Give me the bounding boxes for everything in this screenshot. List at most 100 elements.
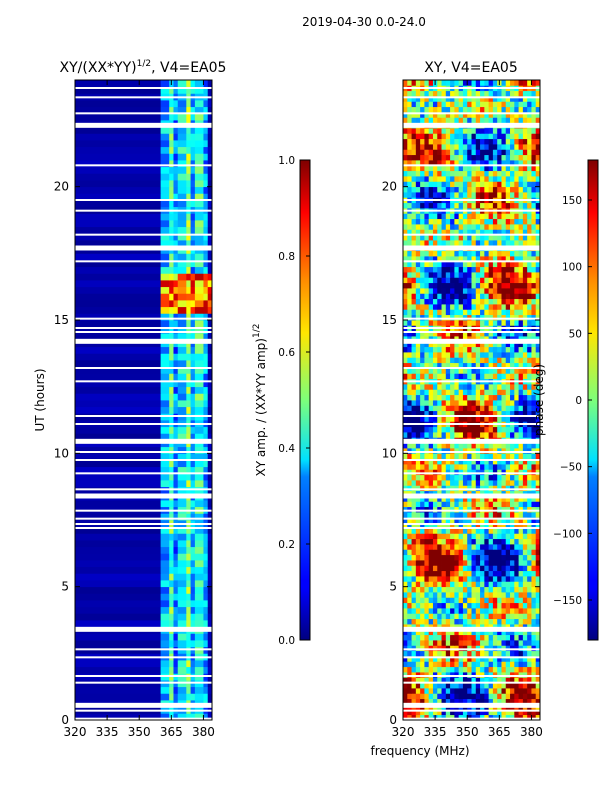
- amp-heatmap-cell: [190, 693, 196, 701]
- phase-heatmap-cell: [484, 224, 490, 230]
- phase-heatmap-cell: [445, 565, 451, 572]
- phase-heatmap-cell: [535, 469, 541, 476]
- phase-heatmap-cell: [488, 106, 494, 113]
- phase-heatmap-cell: [458, 149, 464, 156]
- phase-heatmap-cell: [535, 517, 541, 524]
- phase-heatmap-cell: [518, 608, 524, 614]
- phase-heatmap-cell: [458, 117, 464, 124]
- phase-heatmap-cell: [454, 266, 460, 273]
- phase-heatmap-cell: [484, 656, 490, 662]
- amp-heatmap-cell: [169, 633, 174, 641]
- amp-heatmap-cell: [160, 540, 170, 548]
- phase-heatmap-cell: [467, 400, 472, 406]
- phase-heatmap-cell: [432, 581, 438, 588]
- phase-heatmap-cell: [510, 101, 515, 108]
- phase-heatmap-cell: [458, 410, 464, 417]
- amp-heatmap-cell: [177, 160, 187, 168]
- phase-heatmap-cell: [501, 277, 507, 284]
- amp-heatmap-cell: [207, 366, 213, 374]
- phase-heatmap-cell: [445, 224, 451, 230]
- phase-heatmap-cell: [462, 384, 468, 390]
- phase-heatmap-cell: [535, 272, 541, 278]
- phase-heatmap-cell: [432, 186, 438, 193]
- phase-heatmap-cell: [531, 202, 537, 209]
- phase-heatmap-cell: [535, 192, 541, 198]
- phase-heatmap-cell: [432, 144, 438, 150]
- phase-heatmap-cell: [458, 517, 464, 524]
- phase-heatmap-cell: [467, 170, 472, 177]
- phase-heatmap-cell: [415, 714, 421, 721]
- phase-heatmap-cell: [522, 160, 528, 166]
- phase-heatmap-cell: [497, 698, 502, 705]
- phase-flagged-row: [403, 367, 540, 369]
- phase-heatmap-cell: [535, 688, 541, 694]
- phase-heatmap-cell: [522, 266, 528, 273]
- phase-heatmap-cell: [471, 464, 477, 470]
- phase-heatmap-cell: [403, 373, 408, 380]
- phase-heatmap-cell: [450, 693, 455, 700]
- phase-heatmap-cell: [522, 565, 528, 572]
- phase-heatmap-cell: [480, 234, 485, 241]
- phase-heatmap-cell: [407, 528, 412, 534]
- phase-heatmap-cell: [441, 240, 447, 246]
- phase-heatmap-cell: [420, 496, 425, 502]
- amp-heatmap-cell: [186, 253, 191, 261]
- phase-heatmap-cell: [522, 496, 528, 502]
- amp-heatmap-cell: [190, 233, 196, 241]
- phase-heatmap-cell: [454, 613, 460, 620]
- phase-heatmap-cell: [428, 448, 434, 454]
- amp-heatmap-cell: [173, 693, 179, 701]
- phase-heatmap-cell: [403, 186, 408, 193]
- phase-heatmap-cell: [510, 517, 515, 524]
- amp-heatmap-cell: [177, 386, 187, 394]
- phase-heatmap-cell: [407, 144, 412, 150]
- amp-colorbar-ticks: 0.00.20.40.60.81.0: [278, 155, 310, 647]
- phase-heatmap-cell: [527, 138, 532, 145]
- phase-heatmap-cell: [415, 202, 421, 209]
- phase-heatmap-cell: [403, 714, 408, 721]
- amp-heatmap-cell: [160, 380, 170, 388]
- phase-heatmap-cell: [432, 469, 438, 476]
- phase-heatmap-cell: [471, 501, 477, 508]
- phase-heatmap-cell: [420, 352, 425, 358]
- phase-heatmap-cell: [411, 645, 417, 652]
- amp-flagged-row: [75, 415, 212, 417]
- amp-heatmap-cell: [160, 660, 170, 668]
- phase-heatmap-cell: [462, 458, 468, 465]
- phase-heatmap-cell: [411, 224, 417, 230]
- phase-heatmap-cell: [510, 165, 515, 172]
- amp-heatmap-cell: [203, 373, 209, 381]
- phase-heatmap-cell: [471, 645, 477, 652]
- phase-heatmap-cell: [492, 592, 498, 598]
- phase-heatmap-cell: [411, 672, 417, 678]
- phase-heatmap-cell: [527, 357, 532, 364]
- phase-heatmap-cell: [411, 304, 417, 310]
- amp-heatmap-cell: [173, 360, 179, 368]
- phase-heatmap-cell: [535, 101, 541, 108]
- phase-heatmap-cell: [522, 293, 528, 300]
- phase-heatmap-cell: [450, 549, 455, 556]
- phase-heatmap-cell: [480, 448, 485, 454]
- phase-heatmap-cell: [492, 266, 498, 273]
- amp-heatmap-cell: [186, 140, 191, 148]
- phase-heatmap-cell: [454, 544, 460, 550]
- amp-heatmap-cell: [75, 406, 162, 414]
- phase-heatmap-cell: [407, 346, 412, 353]
- phase-heatmap-cell: [480, 144, 485, 150]
- phase-heatmap-cell: [407, 154, 412, 161]
- amp-heatmap-cell: [173, 546, 179, 554]
- phase-heatmap-cell: [535, 240, 541, 246]
- phase-heatmap-cell: [454, 565, 460, 572]
- phase-heatmap-cell: [432, 629, 438, 636]
- phase-heatmap-cell: [411, 117, 417, 124]
- phase-heatmap-cell: [441, 144, 447, 150]
- amp-heatmap-cell: [190, 193, 196, 201]
- phase-heatmap-cell: [522, 282, 528, 289]
- amp-heatmap-cell: [194, 140, 204, 148]
- phase-heatmap-cell: [458, 181, 464, 188]
- phase-heatmap-cell: [535, 112, 541, 118]
- amp-heatmap-cell: [173, 660, 179, 668]
- phase-heatmap-cell: [492, 314, 498, 321]
- phase-heatmap-cell: [535, 618, 541, 625]
- phase-heatmap-cell: [415, 394, 421, 401]
